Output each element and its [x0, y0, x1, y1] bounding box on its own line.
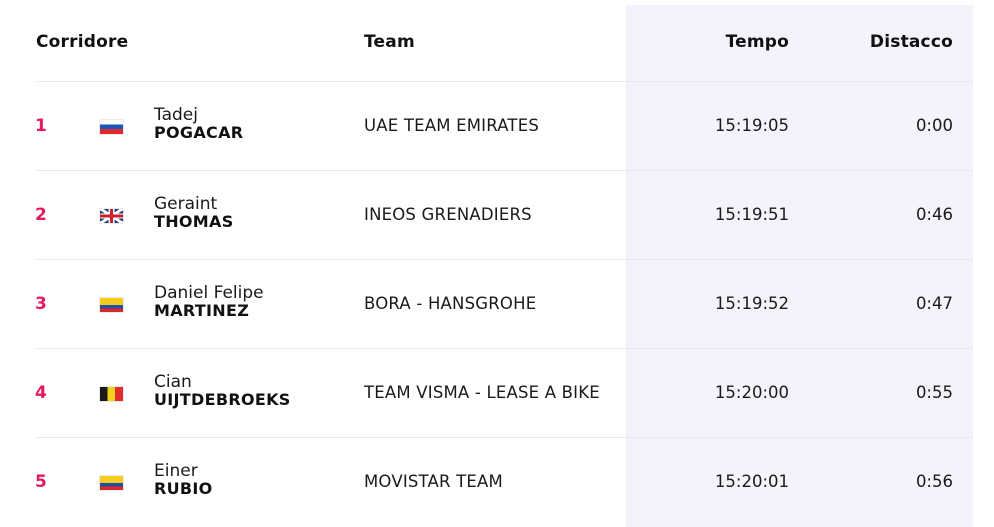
colombia-flag-icon — [100, 476, 123, 490]
slovenia-flag-icon — [100, 120, 123, 134]
header-rider: Corridore — [36, 32, 129, 52]
table-row[interactable]: 5 Einer RUBIO MOVISTAR TEAM 15:20:01 0:5… — [0, 438, 994, 527]
rider-last-name: UIJTDEBROEKS — [154, 390, 291, 409]
time-value: 15:20:00 — [714, 383, 789, 402]
rider-name[interactable]: Tadej POGACAR — [154, 106, 243, 142]
table-row[interactable]: 3 Daniel Felipe MARTINEZ BORA - HANSGROH… — [0, 260, 994, 349]
rider-last-name: THOMAS — [154, 212, 234, 231]
row-divider — [36, 348, 973, 349]
team-name: UAE TEAM EMIRATES — [364, 116, 540, 135]
time-value: 15:19:05 — [714, 116, 789, 135]
team-name: INEOS GRENADIERS — [364, 205, 532, 224]
rank: 2 — [35, 205, 47, 225]
rider-name[interactable]: Daniel Felipe MARTINEZ — [154, 284, 264, 320]
great-britain-flag-icon — [100, 209, 123, 223]
gap-value: 0:46 — [915, 205, 953, 224]
table-row[interactable]: 1 Tadej POGACAR UAE TEAM EMIRATES 15:19:… — [0, 82, 994, 171]
gap-value: 0:47 — [915, 294, 953, 313]
rank: 3 — [35, 294, 47, 314]
header-team: Team — [364, 32, 415, 52]
table-body: 1 Tadej POGACAR UAE TEAM EMIRATES 15:19:… — [0, 82, 994, 527]
rank: 5 — [35, 472, 47, 492]
colombia-flag-icon — [100, 298, 123, 312]
rider-last-name: MARTINEZ — [154, 301, 250, 320]
header-time: Tempo — [725, 32, 789, 52]
team-name: MOVISTAR TEAM — [364, 472, 503, 491]
rider-name[interactable]: Einer RUBIO — [154, 462, 213, 498]
header-divider — [36, 81, 973, 82]
time-value: 15:20:01 — [714, 472, 789, 491]
rank: 1 — [35, 116, 47, 136]
rider-first-name: Tadej — [154, 105, 198, 125]
gap-value: 0:56 — [915, 472, 953, 491]
team-name: BORA - HANSGROHE — [364, 294, 537, 313]
rider-last-name: RUBIO — [154, 479, 213, 498]
header-gap: Distacco — [869, 32, 953, 52]
gap-value: 0:00 — [915, 116, 953, 135]
time-value: 15:19:52 — [714, 294, 789, 313]
time-column-highlight — [626, 5, 973, 527]
rider-first-name: Daniel Felipe — [154, 283, 264, 303]
table-row[interactable]: 4 Cian UIJTDEBROEKS TEAM VISMA - LEASE A… — [0, 349, 994, 438]
row-divider — [36, 170, 973, 171]
gap-value: 0:55 — [915, 383, 953, 402]
rider-first-name: Einer — [154, 461, 198, 481]
time-value: 15:19:51 — [714, 205, 789, 224]
belgium-flag-icon — [100, 387, 123, 401]
row-divider — [36, 437, 973, 438]
rider-last-name: POGACAR — [154, 123, 244, 142]
rank: 4 — [35, 383, 47, 403]
rider-first-name: Geraint — [154, 194, 218, 214]
rider-name[interactable]: Cian UIJTDEBROEKS — [154, 373, 291, 409]
table-row[interactable]: 2 Geraint THOMAS INEOS GRENADIERS 15:19:… — [0, 171, 994, 260]
rider-name[interactable]: Geraint THOMAS — [154, 195, 234, 231]
table-header: Corridore Team Tempo Distacco — [0, 0, 994, 82]
row-divider — [36, 259, 973, 260]
rider-first-name: Cian — [154, 372, 192, 392]
team-name: TEAM VISMA - LEASE A BIKE — [364, 383, 600, 402]
